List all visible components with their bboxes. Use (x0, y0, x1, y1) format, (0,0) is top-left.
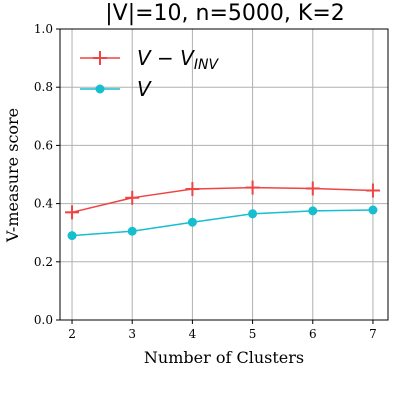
y-tick-label: 0.6 (34, 138, 53, 152)
data-point (308, 206, 318, 216)
legend-swatch-marker (93, 51, 107, 65)
data-point (365, 183, 380, 198)
legend-entry: V (80, 77, 152, 101)
data-point (185, 182, 200, 197)
x-tick-label: 3 (128, 327, 136, 341)
x-tick-label: 4 (189, 327, 197, 341)
series-2-line (71, 209, 374, 237)
x-tick-label: 7 (369, 327, 377, 341)
y-tick-label: 0.0 (34, 313, 53, 327)
data-point (67, 231, 77, 241)
legend-label: V − VINV (137, 46, 219, 73)
chart-title: |V|=10, n=5000, K=2 (105, 1, 345, 26)
data-point (125, 190, 140, 205)
y-axis-label: V-measure score (3, 108, 22, 243)
data-point (245, 180, 260, 195)
legend-label: V (137, 77, 152, 101)
series-2 (67, 205, 378, 241)
x-tick-label: 5 (249, 327, 257, 341)
data-point (248, 209, 258, 219)
series-layer (65, 180, 380, 241)
y-tick-label: 0.8 (34, 80, 53, 94)
x-axis-label: Number of Clusters (144, 348, 304, 367)
data-point (127, 226, 137, 236)
legend: V − VINV V (80, 46, 219, 101)
data-point (305, 181, 320, 196)
x-tick-label: 6 (309, 327, 317, 341)
y-tick-label: 1.0 (34, 22, 53, 36)
data-point (65, 205, 80, 220)
legend-swatch-marker (95, 84, 105, 94)
axes-layer: 0.0 0.2 0.4 0.6 0.8 1.0 2 3 4 5 6 7 (34, 22, 389, 341)
legend-entry: V − VINV (80, 46, 219, 73)
plot-frame (59, 28, 389, 321)
x-tick-label: 2 (68, 327, 76, 341)
grid-layer (60, 28, 388, 321)
series-1 (65, 180, 380, 220)
series-1-line (71, 186, 374, 214)
data-point (368, 205, 378, 215)
data-point (187, 217, 197, 227)
y-tick-label: 0.4 (34, 197, 53, 211)
y-tick-label: 0.2 (34, 255, 53, 269)
